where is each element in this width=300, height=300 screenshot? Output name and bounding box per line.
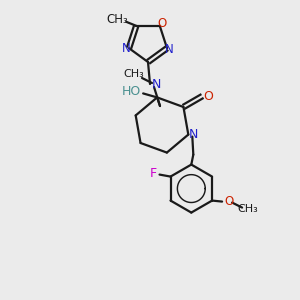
Text: N: N <box>122 42 130 55</box>
Text: N: N <box>189 128 198 141</box>
Text: CH₃: CH₃ <box>106 13 128 26</box>
Text: HO: HO <box>122 85 141 98</box>
Text: O: O <box>224 195 234 208</box>
Text: N: N <box>165 43 173 56</box>
Text: CH₃: CH₃ <box>238 204 259 214</box>
Text: O: O <box>157 17 167 30</box>
Text: CH₃: CH₃ <box>124 69 144 79</box>
Text: N: N <box>151 79 161 92</box>
Text: O: O <box>204 89 213 103</box>
Text: F: F <box>150 167 157 180</box>
